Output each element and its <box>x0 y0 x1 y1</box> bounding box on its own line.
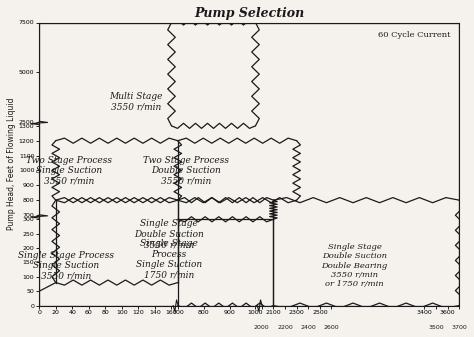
Text: 2400: 2400 <box>301 325 316 330</box>
Text: 2200: 2200 <box>277 325 293 330</box>
Text: 60 Cycle Current: 60 Cycle Current <box>378 31 451 39</box>
Text: 2000: 2000 <box>254 325 270 330</box>
Text: Multi Stage
3550 r/min: Multi Stage 3550 r/min <box>109 92 163 112</box>
Text: Single Stage
Process
Single Suction
1750 r/min: Single Stage Process Single Suction 1750… <box>136 240 202 280</box>
Text: Single Stage
Double Suction
Double Bearing
3550 r/min
or 1750 r/min: Single Stage Double Suction Double Beari… <box>321 243 388 288</box>
Text: Single Stage Process
Single Suction
3550 r/min: Single Stage Process Single Suction 3550… <box>18 251 114 280</box>
Text: 2600: 2600 <box>324 325 339 330</box>
Text: 3500: 3500 <box>428 325 444 330</box>
Text: Two Stage Process
Single Suction
3550 r/min: Two Stage Process Single Suction 3550 r/… <box>26 156 112 185</box>
Text: Two Stage Process
Double Suction
3550 r/min: Two Stage Process Double Suction 3550 r/… <box>143 156 229 185</box>
Text: 3700: 3700 <box>451 325 467 330</box>
Title: Pump Selection: Pump Selection <box>194 7 304 20</box>
Text: Single Stage
Double Suction
3550 r/min: Single Stage Double Suction 3550 r/min <box>134 219 204 249</box>
Y-axis label: Pump Head, Feet of Flowing Liquid: Pump Head, Feet of Flowing Liquid <box>7 98 16 230</box>
